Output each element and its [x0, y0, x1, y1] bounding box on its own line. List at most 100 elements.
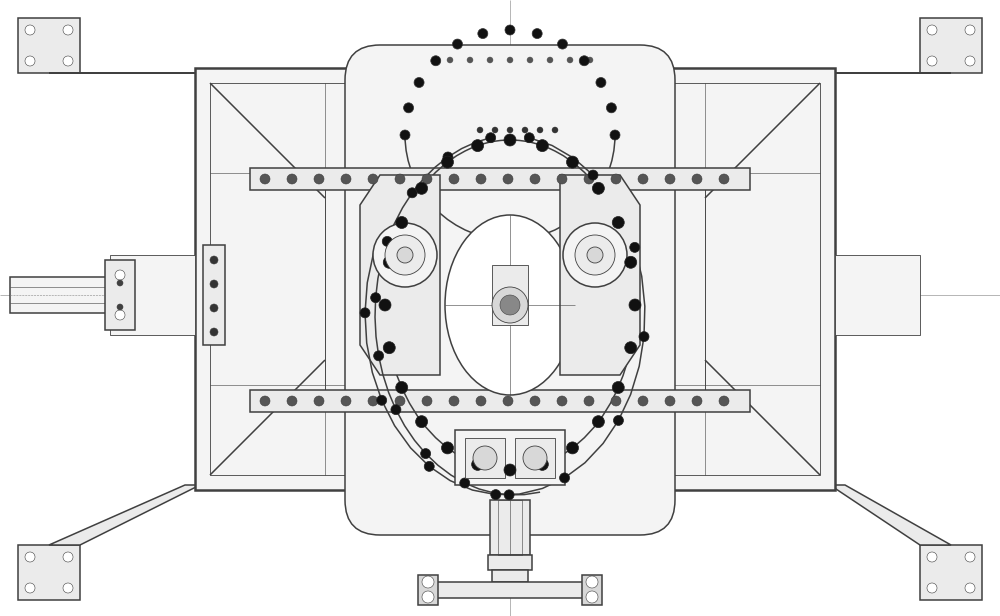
- Circle shape: [927, 552, 937, 562]
- Circle shape: [210, 256, 218, 264]
- Circle shape: [507, 127, 513, 133]
- Circle shape: [314, 174, 324, 184]
- Circle shape: [360, 308, 370, 318]
- Bar: [10, 277, 110, 313]
- Circle shape: [524, 132, 534, 143]
- Circle shape: [414, 78, 424, 87]
- Circle shape: [422, 174, 432, 184]
- Circle shape: [25, 552, 35, 562]
- Circle shape: [584, 396, 594, 406]
- Circle shape: [117, 304, 123, 310]
- Circle shape: [629, 299, 641, 311]
- Circle shape: [530, 174, 540, 184]
- FancyBboxPatch shape: [345, 45, 675, 535]
- Circle shape: [63, 583, 73, 593]
- Bar: [18, 545, 80, 600]
- Circle shape: [547, 57, 553, 63]
- Circle shape: [665, 396, 675, 406]
- Polygon shape: [830, 485, 951, 545]
- Bar: [492, 570, 528, 582]
- Circle shape: [586, 576, 598, 588]
- Circle shape: [424, 461, 434, 471]
- Circle shape: [396, 381, 408, 394]
- Circle shape: [407, 188, 417, 198]
- Circle shape: [379, 299, 391, 311]
- Circle shape: [566, 156, 578, 168]
- Circle shape: [449, 396, 459, 406]
- Bar: [110, 255, 195, 335]
- Circle shape: [63, 552, 73, 562]
- Bar: [920, 18, 982, 73]
- Circle shape: [422, 591, 434, 603]
- Circle shape: [530, 396, 540, 406]
- Circle shape: [491, 490, 501, 500]
- Bar: [492, 265, 528, 325]
- Circle shape: [385, 235, 425, 275]
- Circle shape: [25, 583, 35, 593]
- Circle shape: [368, 396, 378, 406]
- Circle shape: [395, 396, 405, 406]
- Circle shape: [500, 295, 520, 315]
- Circle shape: [638, 396, 648, 406]
- Circle shape: [416, 416, 428, 428]
- Circle shape: [558, 39, 568, 49]
- Circle shape: [719, 174, 729, 184]
- Circle shape: [592, 182, 604, 194]
- Circle shape: [586, 591, 598, 603]
- Circle shape: [560, 473, 570, 483]
- Circle shape: [965, 56, 975, 66]
- Circle shape: [210, 328, 218, 336]
- Circle shape: [692, 396, 702, 406]
- Circle shape: [400, 130, 410, 140]
- Circle shape: [927, 583, 937, 593]
- Circle shape: [612, 381, 624, 394]
- Circle shape: [557, 174, 567, 184]
- Circle shape: [473, 446, 497, 470]
- Circle shape: [260, 174, 270, 184]
- Circle shape: [374, 351, 384, 361]
- Circle shape: [606, 103, 616, 113]
- Bar: [325, 168, 705, 390]
- Circle shape: [117, 280, 123, 286]
- Circle shape: [596, 78, 606, 87]
- Bar: [435, 582, 585, 598]
- Bar: [498, 500, 522, 555]
- Circle shape: [630, 242, 640, 253]
- Circle shape: [368, 174, 378, 184]
- Circle shape: [449, 174, 459, 184]
- Circle shape: [692, 174, 702, 184]
- Circle shape: [467, 57, 473, 63]
- Circle shape: [476, 174, 486, 184]
- Bar: [195, 68, 835, 490]
- Bar: [203, 245, 225, 345]
- Circle shape: [927, 56, 937, 66]
- Circle shape: [460, 478, 470, 488]
- Circle shape: [373, 223, 437, 287]
- Bar: [835, 255, 920, 335]
- Circle shape: [391, 405, 401, 415]
- Circle shape: [404, 103, 414, 113]
- Circle shape: [610, 130, 620, 140]
- Bar: [920, 545, 982, 600]
- Bar: [18, 18, 80, 73]
- Circle shape: [383, 256, 395, 269]
- Bar: [105, 260, 135, 330]
- Circle shape: [210, 304, 218, 312]
- Circle shape: [504, 464, 516, 476]
- Circle shape: [587, 57, 593, 63]
- Bar: [250, 168, 750, 190]
- Bar: [455, 430, 565, 485]
- Circle shape: [210, 280, 218, 288]
- Circle shape: [314, 396, 324, 406]
- Circle shape: [965, 552, 975, 562]
- Bar: [210, 83, 820, 475]
- Bar: [250, 390, 750, 412]
- Circle shape: [492, 287, 528, 323]
- Circle shape: [965, 25, 975, 35]
- Circle shape: [422, 576, 434, 588]
- Circle shape: [287, 396, 297, 406]
- Circle shape: [504, 490, 514, 500]
- Circle shape: [625, 256, 637, 269]
- Circle shape: [552, 127, 558, 133]
- Circle shape: [447, 57, 453, 63]
